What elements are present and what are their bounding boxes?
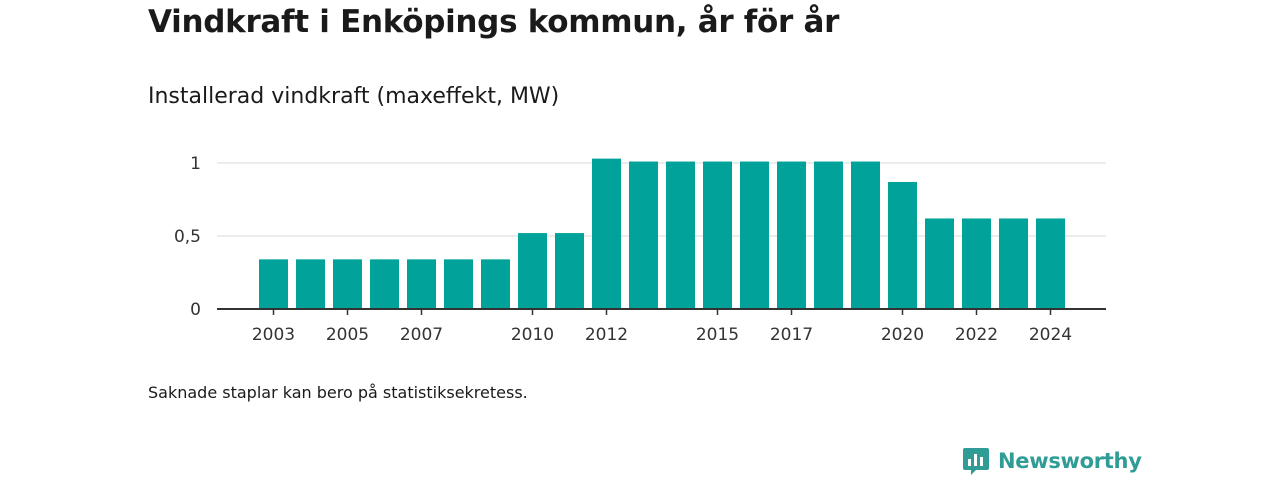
bar-2009 <box>481 259 510 309</box>
newsworthy-logo-icon <box>963 448 989 475</box>
x-tick-label: 2007 <box>400 325 443 345</box>
x-tick-label: 2020 <box>881 325 924 345</box>
bar-2021 <box>925 218 954 309</box>
x-tick-label: 2012 <box>585 325 628 345</box>
chart-title: Vindkraft i Enköpings kommun, år för år <box>148 4 840 40</box>
bar-2005 <box>333 259 362 309</box>
newsworthy-logo: Newsworthy <box>962 446 1142 476</box>
bar-2024 <box>1036 218 1065 309</box>
bar-chart: 0 0,5 1 2003 2005 2007 2010 2012 2015 2017 2020 202… <box>174 154 1106 345</box>
bar-2014 <box>666 161 695 309</box>
bar-2007 <box>407 259 436 309</box>
bar-2018 <box>814 161 843 309</box>
x-tick-label: 2024 <box>1029 325 1072 345</box>
bar-2011 <box>555 233 584 309</box>
x-tick-label: 2010 <box>511 325 554 345</box>
x-tick-label: 2017 <box>770 325 813 345</box>
bar-2020 <box>888 181 917 309</box>
bar-2016 <box>740 161 769 309</box>
y-tick-label: 0 <box>190 300 201 320</box>
x-tick-label: 2022 <box>955 325 998 345</box>
bars <box>259 158 1065 309</box>
axes: 0 0,5 1 2003 2005 2007 2010 2012 2015 2017 2020 202… <box>174 154 1106 345</box>
bar-2017 <box>777 161 806 309</box>
bar-2008 <box>444 259 473 309</box>
x-tick-label: 2003 <box>252 325 295 345</box>
bar-2004 <box>296 259 325 309</box>
x-tick-label: 2005 <box>326 325 369 345</box>
x-tick-label: 2015 <box>696 325 739 345</box>
brand-name: Newsworthy <box>998 449 1142 473</box>
bar-2003 <box>259 259 288 309</box>
bar-2006 <box>370 259 399 309</box>
footnote: Saknade staplar kan bero på statistiksek… <box>148 383 528 402</box>
y-tick-label: 0,5 <box>174 227 201 247</box>
bar-2015 <box>703 161 732 309</box>
bar-2019 <box>851 161 880 309</box>
bar-2012 <box>592 158 621 309</box>
gridlines <box>217 162 1106 237</box>
chart-subtitle: Installerad vindkraft (maxeffekt, MW) <box>148 84 560 109</box>
y-tick-label: 1 <box>190 154 201 174</box>
bar-2010 <box>518 233 547 309</box>
bar-2023 <box>999 218 1028 309</box>
bar-2022 <box>962 218 991 309</box>
bar-2013 <box>629 161 658 309</box>
